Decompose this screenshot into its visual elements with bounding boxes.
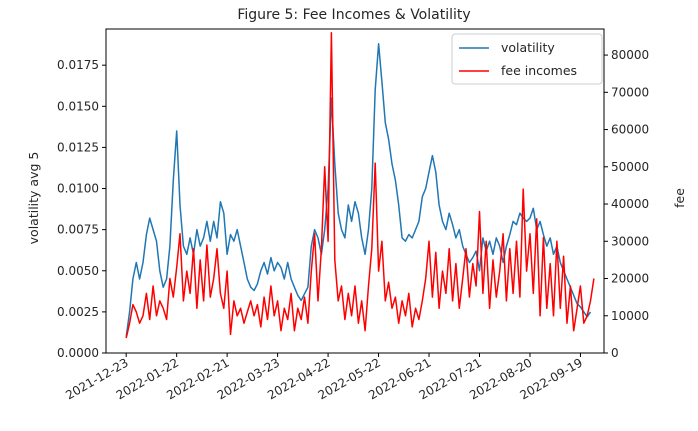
series-line-fee-incomes bbox=[125, 31, 595, 339]
y-tick-label: 0.0075 bbox=[57, 223, 99, 237]
y-tick-label: 0.0100 bbox=[57, 182, 99, 196]
y-right-tick-label: 60000 bbox=[611, 123, 649, 137]
y-right-tick-label: 40000 bbox=[611, 197, 649, 211]
plot-frame bbox=[105, 28, 605, 354]
legend-frame bbox=[451, 33, 603, 85]
y-axis-label-right: fee bbox=[672, 188, 687, 208]
y-right-tick-label: 50000 bbox=[611, 160, 649, 174]
legend-label-fee-incomes: fee incomes bbox=[501, 63, 577, 78]
legend: volatility fee incomes bbox=[451, 33, 603, 85]
chart-title: Figure 5: Fee Incomes & Volatility bbox=[237, 7, 470, 23]
y-right-tick-label: 0 bbox=[611, 346, 619, 360]
series-line-volatility bbox=[125, 43, 592, 337]
legend-label-volatility: volatility bbox=[501, 40, 555, 55]
y-right-tick-label: 30000 bbox=[611, 234, 649, 248]
y-tick-label: 0.0125 bbox=[57, 140, 99, 154]
y-tick-label: 0.0000 bbox=[57, 346, 99, 360]
y-right-tick-label: 70000 bbox=[611, 85, 649, 99]
y-tick-label: 0.0050 bbox=[57, 264, 99, 278]
y-right-tick-label: 20000 bbox=[611, 272, 649, 286]
y-axis-label-left: volatility avg 5 bbox=[26, 152, 41, 245]
y-tick-label: 0.0150 bbox=[57, 99, 99, 113]
y-right-tick-label: 10000 bbox=[611, 309, 649, 323]
y-right-tick-label: 80000 bbox=[611, 48, 649, 62]
series-layer bbox=[125, 31, 595, 339]
y-tick-label: 0.0175 bbox=[57, 58, 99, 72]
y-tick-label: 0.0025 bbox=[57, 305, 99, 319]
